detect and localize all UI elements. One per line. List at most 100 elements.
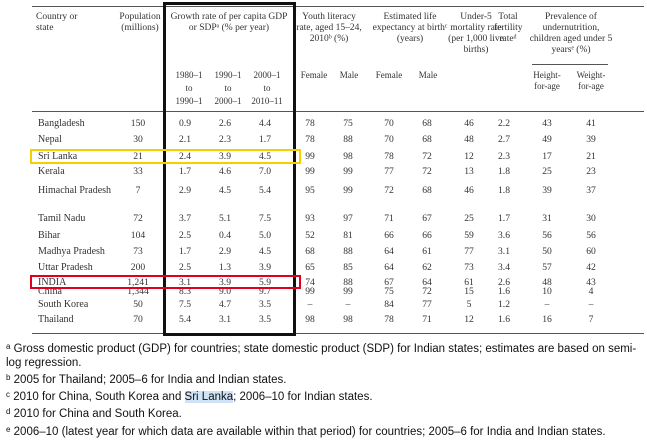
row-label: Tamil Nadu xyxy=(38,213,86,224)
table-cell-g1: 2.9 xyxy=(179,185,191,196)
table-cell-u5: 46 xyxy=(464,185,474,196)
table-cell-lifeF: 70 xyxy=(384,134,394,145)
table-cell-wfa: 30 xyxy=(586,213,596,224)
footnote-a-line1: Gross domestic product (GDP) for countri… xyxy=(13,343,637,355)
table-cell-litM: 88 xyxy=(343,134,353,145)
table-cell-litM: 99 xyxy=(343,185,353,196)
table-cell-g3: 4.5 xyxy=(259,246,271,257)
row-label: Sri Lanka xyxy=(38,151,78,162)
table-cell-wfa: 37 xyxy=(586,185,596,196)
table-cell-litF: 98 xyxy=(305,314,315,325)
footnote-a: a Gross domestic product (GDP) for count… xyxy=(6,342,636,370)
subheader-weight-for-age: Weight-for-age xyxy=(576,70,606,91)
table-cell-lifeM: 62 xyxy=(422,262,432,273)
growth-period-3-line-2: to xyxy=(263,83,271,93)
table-cell-lifeF: 75 xyxy=(384,286,394,297)
table-cell-lifeF: 78 xyxy=(384,314,394,325)
row-label: Bihar xyxy=(38,230,61,241)
growth-period-1-line-3: 1990–1 xyxy=(175,96,203,106)
table-cell-g3: 5.4 xyxy=(259,185,271,196)
table-cell-wfa: 39 xyxy=(586,134,596,145)
table-cell-g2: 3.9 xyxy=(219,277,231,288)
table-cell-g1: 0.9 xyxy=(179,118,191,129)
header-rule-undernutrition xyxy=(532,64,608,65)
table-cell-g3: 7.0 xyxy=(259,166,271,177)
table-cell-wfa: 7 xyxy=(588,314,594,325)
table-cell-g2: 2.6 xyxy=(219,118,231,129)
row-label: China xyxy=(38,286,62,297)
table-cell-hfa: 48 xyxy=(542,277,552,288)
table-cell-lifeM: 68 xyxy=(422,134,432,145)
table-cell-g3: 4.5 xyxy=(259,151,271,162)
table-cell-lifeF: 64 xyxy=(384,246,394,257)
table-cell-g3: 5.0 xyxy=(259,230,271,241)
table-cell-g3: 3.5 xyxy=(259,299,271,310)
table-cell-lifeM: 71 xyxy=(422,314,432,325)
table-cell-g2: 2.9 xyxy=(219,246,231,257)
table-cell-pop: 50 xyxy=(133,299,143,310)
table-cell-litF: 65 xyxy=(305,262,315,273)
table-cell-litM: 98 xyxy=(343,151,353,162)
table-cell-lifeF: 64 xyxy=(384,262,394,273)
table-cell-g2: 1.3 xyxy=(219,262,231,273)
footnote-d-text: 2010 for China and South Korea. xyxy=(13,408,182,420)
table-cell-hfa: 10 xyxy=(542,286,552,297)
table-cell-tfr: 2.6 xyxy=(498,277,510,288)
growth-columns-highlight-box xyxy=(163,2,296,336)
header-undernutrition: Prevalence of undernutrition, children a… xyxy=(529,12,613,55)
table-cell-litM: 75 xyxy=(343,118,353,129)
table-cell-lifeF: 77 xyxy=(384,166,394,177)
table-cell-hfa: 16 xyxy=(542,314,552,325)
footnote-d-marker: d xyxy=(6,407,11,416)
sri-lanka-highlight-box xyxy=(30,149,301,164)
table-bottom-rule xyxy=(32,333,644,334)
table-cell-g3: 4.4 xyxy=(259,118,271,129)
table-cell-lifeM: 66 xyxy=(422,230,432,241)
footnote-c-marker: c xyxy=(6,390,10,399)
growth-period-3-line-3: 2010–11 xyxy=(251,96,283,106)
table-cell-litM: 88 xyxy=(343,277,353,288)
table-cell-litF: 99 xyxy=(305,166,315,177)
table-cell-g3: 3.9 xyxy=(259,262,271,273)
table-cell-g3: 5.9 xyxy=(259,277,271,288)
growth-period-2-line-1: 1990–1 xyxy=(214,70,242,80)
table-cell-pop: 72 xyxy=(133,213,143,224)
growth-period-3-line-1: 2000–1 xyxy=(253,70,281,80)
growth-period-2-line-2: to xyxy=(224,83,232,93)
table-cell-lifeM: 72 xyxy=(422,286,432,297)
table-cell-g1: 1.7 xyxy=(179,246,191,257)
table-cell-hfa: 25 xyxy=(542,166,552,177)
table-cell-pop: 150 xyxy=(130,118,146,129)
subheader-life-female: Female xyxy=(375,70,403,80)
table-cell-g2: 0.4 xyxy=(219,230,231,241)
table-cell-g3: 1.7 xyxy=(259,134,271,145)
table-cell-litM: 88 xyxy=(343,246,353,257)
table-cell-g3: 7.5 xyxy=(259,213,271,224)
table-cell-litM: 97 xyxy=(343,213,353,224)
footnote-a-marker: a xyxy=(6,342,11,351)
table-cell-hfa: 31 xyxy=(542,213,552,224)
table-cell-g1: 8.3 xyxy=(179,286,191,297)
growth-period-2-line-3: 2000–1 xyxy=(214,96,242,106)
subheader-life-male: Male xyxy=(418,70,438,80)
table-cell-u5: 12 xyxy=(464,151,474,162)
table-cell-g2: 4.6 xyxy=(219,166,231,177)
table-cell-g1: 2.5 xyxy=(179,262,191,273)
row-label: South Korea xyxy=(38,299,89,310)
table-cell-g1: 2.5 xyxy=(179,230,191,241)
table-cell-litF: 99 xyxy=(305,286,315,297)
table-cell-g2: 4.5 xyxy=(219,185,231,196)
table-cell-lifeM: 68 xyxy=(422,118,432,129)
table-cell-u5: 59 xyxy=(464,230,474,241)
table-cell-lifeF: 66 xyxy=(384,230,394,241)
table-cell-u5: 25 xyxy=(464,213,474,224)
table-cell-u5: 12 xyxy=(464,314,474,325)
india-highlight-box xyxy=(30,275,301,289)
table-cell-g1: 1.7 xyxy=(179,166,191,177)
table-cell-g2: 4.7 xyxy=(219,299,231,310)
table-cell-u5: 5 xyxy=(466,299,472,310)
footnote-a-line2: log regression. xyxy=(6,357,82,369)
table-cell-pop: 70 xyxy=(133,314,143,325)
table-cell-g1: 2.1 xyxy=(179,134,191,145)
header-country: Country or state xyxy=(36,12,78,33)
